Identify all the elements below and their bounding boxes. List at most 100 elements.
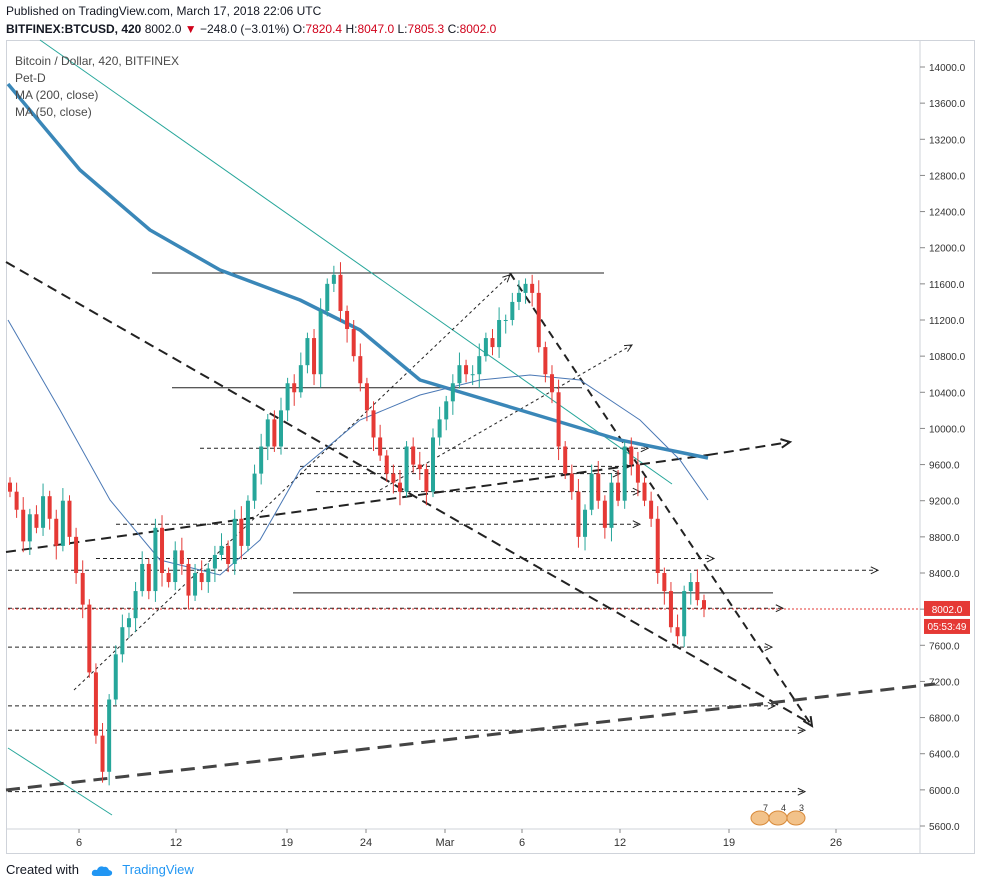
candle-body: [391, 473, 396, 483]
candle-body: [490, 338, 495, 348]
legend-pet-d: Pet-D: [15, 71, 46, 85]
candle-body: [516, 292, 521, 302]
candle-body: [642, 482, 647, 501]
candle-body: [120, 627, 125, 655]
candle-body: [166, 572, 171, 583]
candle-body: [351, 329, 356, 357]
candle-body: [662, 572, 667, 592]
candle-body: [596, 473, 601, 501]
candle-body: [345, 310, 350, 330]
reference-level-head: [632, 520, 642, 529]
candle-body: [424, 469, 429, 492]
reference-level-head: [612, 469, 622, 478]
price-tag-label: 8002.0: [932, 605, 963, 616]
tradingview-brand[interactable]: TradingView: [122, 862, 194, 877]
event-flag-icon: [768, 810, 788, 826]
candle-body: [338, 274, 343, 311]
candle-body: [622, 446, 627, 501]
candle-body: [153, 527, 158, 592]
reference-level-head: [775, 604, 785, 613]
candle-body: [133, 591, 138, 619]
candle-body: [100, 735, 105, 772]
candle-body: [702, 600, 706, 609]
candle-body: [682, 591, 687, 637]
candle-body: [411, 446, 416, 465]
rising-wedge-extension: [707, 441, 791, 456]
candle-body: [576, 491, 581, 537]
x-tick-label: 12: [170, 837, 182, 849]
candle-body: [173, 550, 178, 583]
candle-body: [629, 446, 634, 465]
candle-body: [668, 591, 673, 628]
candle-body: [404, 446, 409, 492]
candle-body: [688, 582, 693, 592]
candle-body: [397, 482, 402, 492]
candle-body: [160, 527, 165, 573]
reference-level-head: [767, 701, 777, 710]
candle-body: [583, 509, 588, 537]
candle-body: [47, 496, 52, 519]
y-tick-label: 11200.0: [929, 316, 965, 327]
y-tick-label: 14000.0: [929, 63, 966, 74]
candle-body: [292, 383, 297, 393]
candle-body: [477, 356, 482, 375]
high-label: H:: [345, 22, 358, 36]
candle-body: [497, 319, 502, 348]
candle-body: [305, 338, 310, 366]
candle-body: [285, 383, 290, 411]
x-tick-label: 12: [614, 837, 626, 849]
candle-body: [126, 618, 131, 628]
x-tick-label: Mar: [436, 837, 455, 849]
candle-body: [140, 563, 145, 592]
candle-body: [34, 514, 39, 528]
candle-body: [265, 419, 270, 447]
candle-body: [695, 582, 700, 601]
candle-body: [232, 518, 237, 564]
support-trend-line: [5, 682, 936, 792]
y-tick-label: 5600.0: [929, 822, 960, 833]
candle-body: [464, 365, 469, 375]
created-with-label: Created with: [6, 862, 79, 877]
candle-body: [93, 672, 98, 736]
reference-level-head: [632, 487, 642, 496]
candle-body: [80, 572, 85, 605]
candle-body: [219, 545, 224, 555]
candle-body: [450, 383, 455, 402]
event-flag-icon: [786, 810, 806, 826]
candle-body: [510, 301, 515, 320]
y-tick-label: 8400.0: [929, 569, 960, 580]
thin-ascending-line: [73, 274, 511, 691]
candle-body: [589, 473, 594, 510]
event-flag-icon: [750, 810, 770, 826]
reference-level-head: [764, 643, 774, 652]
candle-body: [536, 292, 541, 348]
candle-body: [523, 283, 528, 293]
y-tick-label: 6400.0: [929, 750, 960, 761]
candle-body: [107, 699, 112, 772]
candle-body: [325, 283, 330, 311]
price-change: −248.0 (−3.01%): [199, 22, 290, 36]
candle-body: [609, 482, 614, 528]
legend-ma200: MA (200, close): [15, 88, 99, 102]
x-tick-label: 26: [830, 837, 842, 849]
candle-body: [146, 563, 151, 592]
symbol: BITFINEX:BTCUSD, 420: [6, 22, 142, 36]
candle-body: [437, 419, 442, 438]
candle-body: [67, 500, 72, 537]
x-tick-label: 19: [281, 837, 293, 849]
projection-line-head: [802, 715, 814, 728]
candle-body: [87, 604, 92, 673]
candle-body: [635, 464, 640, 483]
candle-body: [602, 500, 607, 528]
event-count: 4: [781, 803, 786, 813]
price-tag: [924, 600, 970, 616]
candle-body: [21, 509, 26, 542]
candle-body: [384, 455, 389, 474]
candle-body: [113, 654, 118, 700]
y-tick-label: 11600.0: [929, 280, 965, 291]
low-value: 7805.3: [407, 22, 445, 36]
legend-title: Bitcoin / Dollar, 420, BITFINEX: [15, 54, 180, 68]
x-tick-label: 6: [519, 837, 525, 849]
countdown-tag: [924, 618, 970, 634]
